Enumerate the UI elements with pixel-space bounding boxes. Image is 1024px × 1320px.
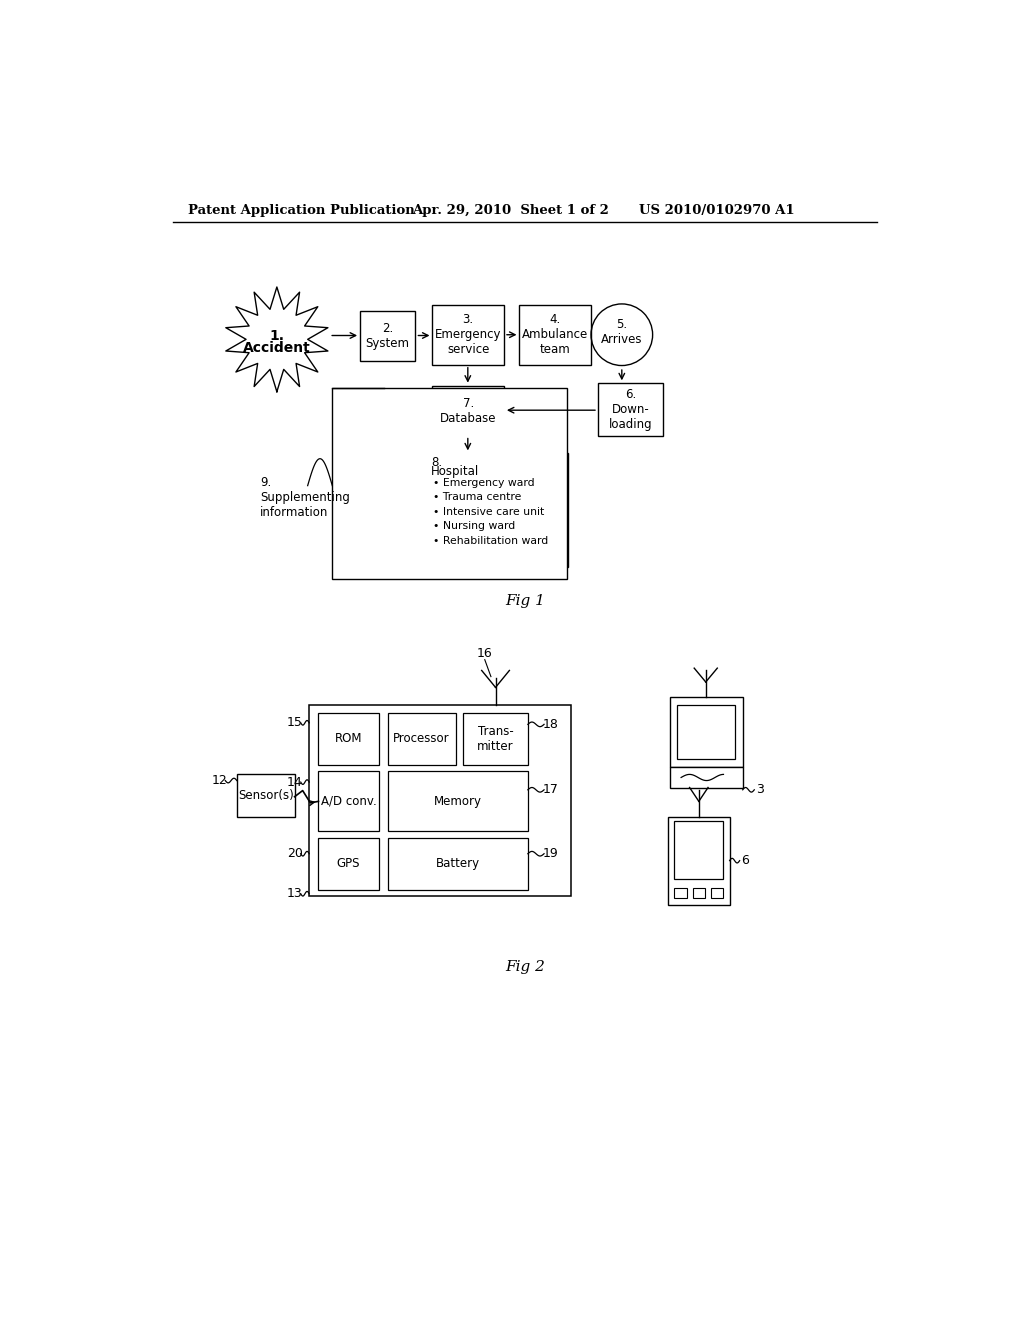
Text: 17: 17 bbox=[543, 783, 558, 796]
Text: Accident: Accident bbox=[243, 341, 310, 355]
Text: Battery: Battery bbox=[436, 857, 480, 870]
Text: Apr. 29, 2010  Sheet 1 of 2: Apr. 29, 2010 Sheet 1 of 2 bbox=[412, 205, 608, 218]
Text: 4.
Ambulance
team: 4. Ambulance team bbox=[522, 313, 589, 356]
Text: 3.
Emergency
service: 3. Emergency service bbox=[435, 313, 502, 356]
Text: • Emergency ward: • Emergency ward bbox=[433, 478, 535, 487]
Text: ROM: ROM bbox=[335, 733, 362, 746]
Text: 2.
System: 2. System bbox=[366, 322, 410, 350]
Text: Patent Application Publication: Patent Application Publication bbox=[188, 205, 415, 218]
Text: US 2010/0102970 A1: US 2010/0102970 A1 bbox=[639, 205, 795, 218]
Text: Memory: Memory bbox=[434, 795, 482, 808]
Text: 7.
Database: 7. Database bbox=[440, 396, 497, 425]
Text: Trans-
mitter: Trans- mitter bbox=[477, 725, 514, 752]
Text: Processor: Processor bbox=[393, 733, 450, 746]
Bar bbox=[674, 821, 724, 879]
Text: A/D conv.: A/D conv. bbox=[321, 795, 377, 808]
Text: 14: 14 bbox=[287, 776, 302, 788]
Text: GPS: GPS bbox=[337, 857, 360, 870]
Bar bbox=[670, 767, 742, 788]
Text: 18: 18 bbox=[543, 718, 558, 731]
Text: Hospital: Hospital bbox=[431, 465, 479, 478]
Bar bbox=[318, 771, 379, 832]
Bar bbox=[598, 383, 664, 436]
Text: • Trauma centre: • Trauma centre bbox=[433, 492, 521, 502]
Bar bbox=[388, 713, 456, 766]
Bar bbox=[711, 888, 724, 898]
Text: 1.: 1. bbox=[269, 329, 285, 342]
Text: 15: 15 bbox=[287, 717, 302, 730]
Text: 8.: 8. bbox=[431, 455, 442, 469]
Bar bbox=[388, 838, 528, 890]
Text: 19: 19 bbox=[543, 847, 558, 861]
Bar bbox=[360, 312, 416, 360]
Text: 3: 3 bbox=[756, 783, 764, 796]
Bar bbox=[425, 453, 568, 568]
Text: • Nursing ward: • Nursing ward bbox=[433, 521, 515, 532]
Text: 12: 12 bbox=[211, 774, 227, 787]
Text: 16: 16 bbox=[477, 647, 493, 660]
Bar bbox=[432, 305, 504, 364]
Text: 6.
Down-
loading: 6. Down- loading bbox=[609, 388, 652, 430]
Text: 5.
Arrives: 5. Arrives bbox=[601, 318, 643, 346]
Bar bbox=[674, 888, 686, 898]
Text: • Rehabilitation ward: • Rehabilitation ward bbox=[433, 536, 549, 546]
Bar bbox=[318, 713, 379, 766]
Text: 9.
Supplementing
information: 9. Supplementing information bbox=[260, 475, 350, 519]
Text: Fig 1: Fig 1 bbox=[505, 594, 545, 609]
Bar bbox=[677, 705, 735, 759]
Bar bbox=[463, 713, 528, 766]
Bar bbox=[388, 771, 528, 832]
Bar bbox=[318, 838, 379, 890]
Text: Sensor(s): Sensor(s) bbox=[238, 789, 294, 803]
Text: 20: 20 bbox=[287, 847, 302, 861]
Bar bbox=[668, 817, 730, 906]
Text: • Intensive care unit: • Intensive care unit bbox=[433, 507, 545, 517]
Bar bbox=[432, 385, 504, 436]
Bar bbox=[519, 305, 591, 364]
Bar bbox=[333, 388, 567, 579]
Text: Fig 2: Fig 2 bbox=[505, 960, 545, 974]
Bar bbox=[309, 705, 571, 896]
Text: 13: 13 bbox=[287, 887, 302, 900]
Bar bbox=[237, 775, 295, 817]
Bar bbox=[692, 888, 705, 898]
Text: 6: 6 bbox=[741, 854, 749, 867]
Bar bbox=[670, 697, 742, 767]
